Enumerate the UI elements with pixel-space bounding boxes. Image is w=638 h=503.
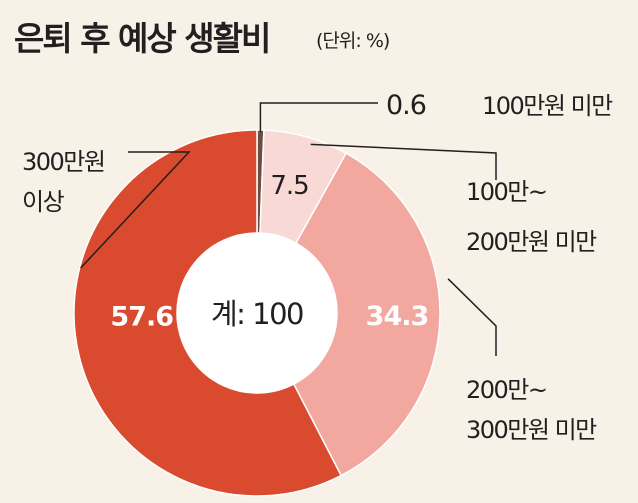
category-label-200-300-line2: 300만원 미만	[466, 416, 597, 444]
value-label-200-300: 34.3	[366, 301, 429, 332]
leader-line-under-100	[259, 102, 378, 133]
category-label-under-100: 100만원 미만	[482, 92, 613, 120]
leader-line-200-300	[447, 278, 497, 356]
category-label-300-plus-line2: 이상	[22, 188, 65, 216]
total-label: 계: 100	[211, 297, 303, 331]
unit-label: (단위: %)	[316, 30, 390, 52]
category-label-100-200-line1: 100만~	[466, 178, 547, 206]
value-label-under-100: 0.6	[386, 90, 426, 121]
leader-line-100-200	[310, 143, 497, 180]
category-label-200-300-line1: 200만~	[466, 376, 547, 404]
value-label-300-plus: 57.6	[110, 302, 173, 333]
donut-hole	[177, 233, 337, 393]
category-label-100-200-line2: 200만원 미만	[466, 228, 597, 256]
category-label-300-plus-line1: 300만원	[22, 148, 104, 176]
chart-title: 은퇴 후 예상 생활비	[14, 19, 271, 58]
leader-line-300-plus	[80, 151, 191, 269]
value-label-100-200: 7.5	[270, 171, 308, 201]
